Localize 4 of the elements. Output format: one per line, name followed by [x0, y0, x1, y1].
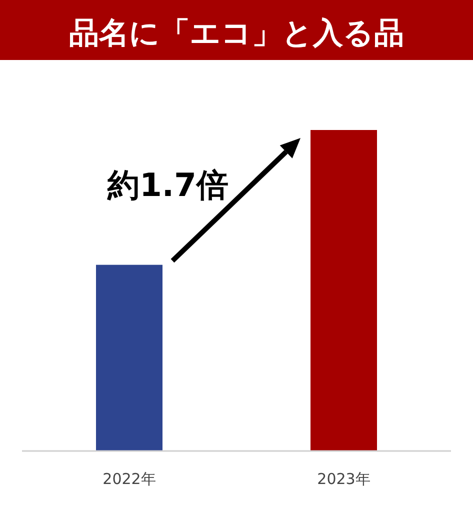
- annotation: 約1.7倍: [106, 166, 228, 204]
- x-tick-label: 2023年: [317, 470, 370, 488]
- x-tick-label: 2022年: [102, 470, 156, 488]
- chart-title: 品名に「エコ」と入る品: [69, 16, 404, 51]
